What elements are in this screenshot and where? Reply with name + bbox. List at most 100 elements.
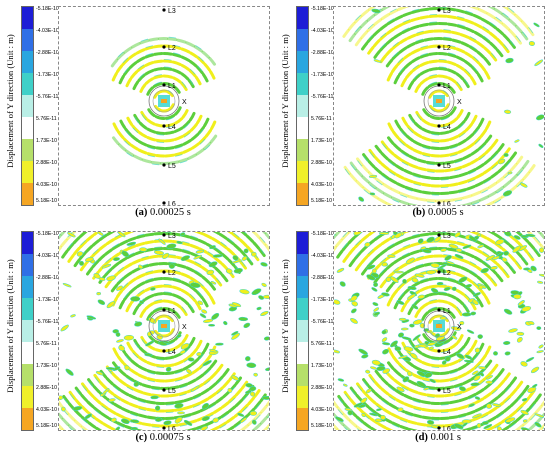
- wavefront-segment: [527, 252, 535, 262]
- wavefront-segment: [183, 396, 194, 403]
- wavefront-segment: [137, 148, 148, 155]
- wave-blob: [260, 262, 268, 267]
- color-scale-segment: [297, 95, 308, 117]
- wavefront-edge: [402, 252, 410, 257]
- wavefront-segment: [128, 286, 138, 294]
- wavefront-segment: [408, 113, 416, 124]
- wavefront-edge: [458, 122, 465, 129]
- wavefront-edge: [92, 248, 99, 255]
- wavefront-segment: [240, 380, 249, 390]
- color-scale-label: 2.88E-10: [36, 385, 58, 391]
- wavefront-segment: [393, 257, 403, 264]
- wavefront-edge: [491, 389, 498, 395]
- wavefront-segment: [439, 378, 450, 383]
- wavefront-segment: [379, 23, 388, 31]
- wavefront-segment: [446, 293, 457, 300]
- wavefront-edge: [457, 23, 465, 27]
- wavefront-segment: [182, 147, 193, 154]
- wavefront-segment: [387, 122, 394, 132]
- color-scale-label: -1.73E-10: [311, 72, 334, 78]
- wavefront-edge: [165, 411, 174, 413]
- wave-blob: [353, 402, 363, 408]
- wavefront-segment: [266, 423, 269, 429]
- wave-blob: [451, 286, 457, 291]
- wavefront-edge: [198, 281, 204, 287]
- wave-blob: [227, 387, 233, 393]
- wavefront-segment: [375, 177, 384, 185]
- wavefront-segment: [144, 61, 155, 67]
- wave-blob: [393, 270, 405, 274]
- wavefront-segment: [457, 120, 466, 129]
- wave-blob: [480, 267, 489, 274]
- wavefront-segment: [354, 15, 363, 24]
- wavefront-segment: [527, 241, 536, 250]
- wave-blob: [180, 232, 186, 237]
- wavefront-edge: [504, 397, 511, 404]
- wavefront-segment: [429, 104, 437, 112]
- wavefront-segment: [392, 355, 400, 365]
- wave-blob: [381, 292, 390, 297]
- wavefront-segment: [152, 299, 164, 305]
- wave-blob: [212, 417, 219, 423]
- wavefront-edge: [147, 371, 155, 375]
- wave-blob: [427, 342, 436, 346]
- wavefront-segment: [435, 108, 445, 113]
- wavefront-segment: [386, 147, 395, 156]
- wavefront-segment: [93, 396, 102, 405]
- measurement-point-label: L6: [168, 426, 176, 430]
- wavefront-segment: [462, 202, 472, 205]
- color-scale-label: 1.73E-10: [311, 363, 333, 369]
- wave-blob: [364, 242, 371, 248]
- wave-blob: [334, 299, 341, 305]
- wavefront-segment: [468, 36, 478, 43]
- wavefront-edge: [229, 397, 236, 404]
- wavefront-segment: [446, 52, 457, 58]
- wavefront-segment: [527, 27, 535, 37]
- wavefront-segment: [160, 333, 170, 338]
- wavefront-segment: [448, 135, 459, 141]
- wavefront-segment: [457, 188, 468, 193]
- wavefront-segment: [394, 14, 404, 21]
- wavefront-segment: [503, 383, 512, 392]
- color-scale-segment: [297, 161, 308, 183]
- wavefront-edge: [369, 151, 375, 158]
- wavefront-segment: [370, 426, 378, 430]
- wavefront-edge: [163, 291, 172, 294]
- wavefront-segment: [61, 249, 69, 259]
- wavefront-edge: [468, 170, 476, 175]
- wavefront-segment: [124, 352, 132, 362]
- wavefront-segment: [424, 254, 434, 259]
- wavefront-segment: [404, 185, 414, 192]
- wavefront-segment: [162, 74, 173, 79]
- wavefront-segment: [471, 339, 478, 350]
- wavefront-edge: [216, 389, 223, 395]
- wave-blob: [245, 356, 251, 362]
- wavefront-segment: [491, 138, 499, 148]
- color-scale-label: -5.18E-10: [36, 231, 59, 237]
- wavefront-segment: [105, 238, 115, 246]
- wavefront-segment: [449, 106, 457, 116]
- wavefront-edge: [166, 125, 174, 128]
- wavefront-segment: [137, 140, 148, 147]
- wavefront-segment: [421, 86, 429, 96]
- wavefront-edge: [412, 233, 420, 237]
- measurement-point-label: L3: [168, 233, 176, 240]
- wavefront-segment: [144, 53, 155, 59]
- wavefront-segment: [105, 377, 114, 386]
- wavefront-segment: [368, 406, 377, 414]
- wavefront-segment: [134, 249, 145, 256]
- wavefront-segment: [119, 119, 126, 129]
- wavefront-segment: [188, 294, 197, 303]
- wavefront-segment: [473, 247, 483, 254]
- wavefront-segment: [483, 57, 491, 66]
- wave-blob: [134, 321, 143, 327]
- wavefront-segment: [465, 367, 475, 375]
- wavefront-segment: [419, 286, 430, 292]
- wavefront-segment: [334, 234, 337, 240]
- wavefront-segment: [446, 45, 457, 50]
- wavefront-segment: [474, 181, 484, 188]
- wavefront-edge: [516, 181, 523, 188]
- wavefront-segment: [144, 240, 155, 245]
- wavefront-segment: [348, 258, 356, 268]
